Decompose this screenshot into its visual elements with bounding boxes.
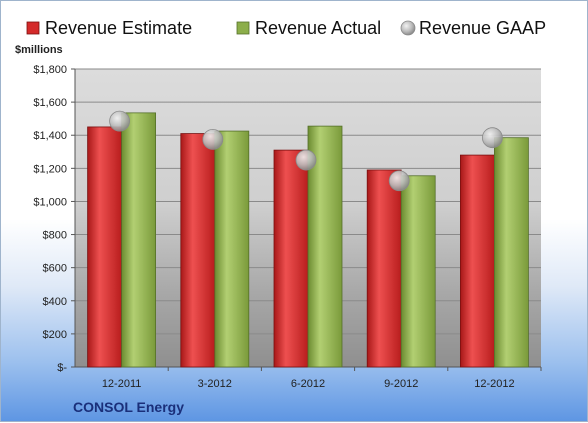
bar-revenue-estimate [180, 133, 216, 368]
y-tick-label: $1,800 [33, 64, 67, 76]
y-tick-label: $200 [43, 329, 67, 341]
x-tick-label: 12-2012 [474, 378, 514, 390]
legend-label: Revenue GAAP [419, 18, 546, 38]
y-tick-label: $600 [43, 263, 67, 275]
bar-revenue-actual [214, 130, 250, 368]
y-tick-label: $- [57, 362, 67, 374]
bar-revenue-estimate [273, 149, 309, 368]
legend-swatch-gaap [400, 20, 416, 36]
bar-revenue-estimate [87, 126, 122, 368]
legend-item: Revenue Actual [236, 18, 381, 38]
bar-revenue-actual [493, 137, 529, 368]
marker-revenue-gaap [109, 110, 130, 132]
legend-swatch-estimate [26, 21, 40, 35]
legend-swatch-actual [236, 21, 250, 35]
marker-revenue-gaap [202, 128, 224, 150]
legend-item: Revenue GAAP [400, 18, 546, 38]
bar-revenue-estimate [459, 154, 495, 368]
marker-revenue-gaap [388, 170, 410, 192]
marker-revenue-gaap [295, 149, 317, 171]
y-axis-title: $millions [15, 44, 63, 56]
company-name: CONSOL Energy [73, 399, 184, 415]
bar-revenue-actual [121, 112, 156, 368]
legend-item: Revenue Estimate [26, 18, 192, 38]
x-tick-label: 9-2012 [384, 378, 418, 390]
x-tick-label: 12-2011 [102, 378, 142, 390]
legend-label: Revenue Actual [255, 18, 381, 38]
bar-revenue-actual [400, 175, 436, 368]
y-tick-label: $800 [43, 230, 67, 242]
y-tick-label: $1,200 [33, 163, 67, 175]
marker-revenue-gaap [481, 127, 503, 149]
y-tick-label: $1,400 [33, 130, 67, 142]
y-tick-label: $1,600 [33, 97, 67, 109]
legend-label: Revenue Estimate [45, 18, 192, 38]
x-tick-label: 6-2012 [291, 378, 325, 390]
x-tick-label: 3-2012 [198, 378, 232, 390]
y-tick-label: $400 [43, 296, 67, 308]
y-tick-label: $1,000 [33, 196, 67, 208]
bar-revenue-estimate [366, 169, 402, 368]
